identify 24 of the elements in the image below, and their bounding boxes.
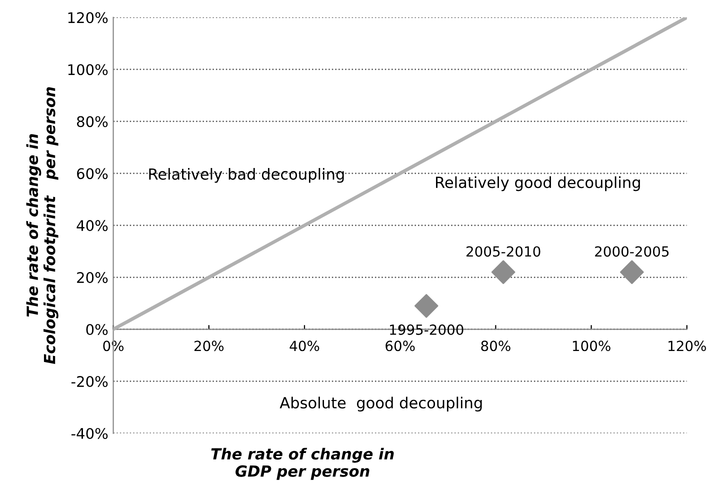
x-tick-label: 120% bbox=[668, 340, 706, 352]
annotation: 1995-2000 bbox=[390, 324, 464, 335]
y-tick-label: 20% bbox=[77, 272, 108, 284]
x-tick-label: 40% bbox=[290, 340, 320, 352]
annotation: Relatively bad decoupling bbox=[149, 168, 344, 183]
annotation: 2000-2005 bbox=[595, 246, 669, 257]
annotation: 2005-2010 bbox=[466, 246, 540, 257]
x-tick-label: 0% bbox=[103, 340, 124, 352]
x-tick-label: 60% bbox=[386, 340, 415, 352]
y-tick-label: 120% bbox=[68, 12, 108, 24]
y-tick-label: 80% bbox=[77, 116, 108, 128]
annotation: Relatively good decoupling bbox=[436, 176, 640, 192]
y-tick-label: 100% bbox=[68, 64, 108, 76]
x-tick-label: 80% bbox=[481, 340, 510, 352]
x-tick-label: 20% bbox=[194, 340, 224, 352]
y-tick-label: -20% bbox=[71, 376, 108, 388]
x-axis-title: The rate of change in GDP per person bbox=[211, 448, 394, 480]
y-axis-title: The rate of change in Ecological footprint per person bbox=[26, 87, 58, 364]
y-tick-label: 60% bbox=[77, 168, 108, 180]
y-tick-label: 0% bbox=[86, 324, 108, 336]
annotation: Absolute good decoupling bbox=[280, 396, 482, 412]
y-tick-label: 40% bbox=[76, 220, 108, 232]
y-tick-label: -40% bbox=[71, 428, 108, 440]
x-tick-label: 100% bbox=[572, 340, 610, 352]
